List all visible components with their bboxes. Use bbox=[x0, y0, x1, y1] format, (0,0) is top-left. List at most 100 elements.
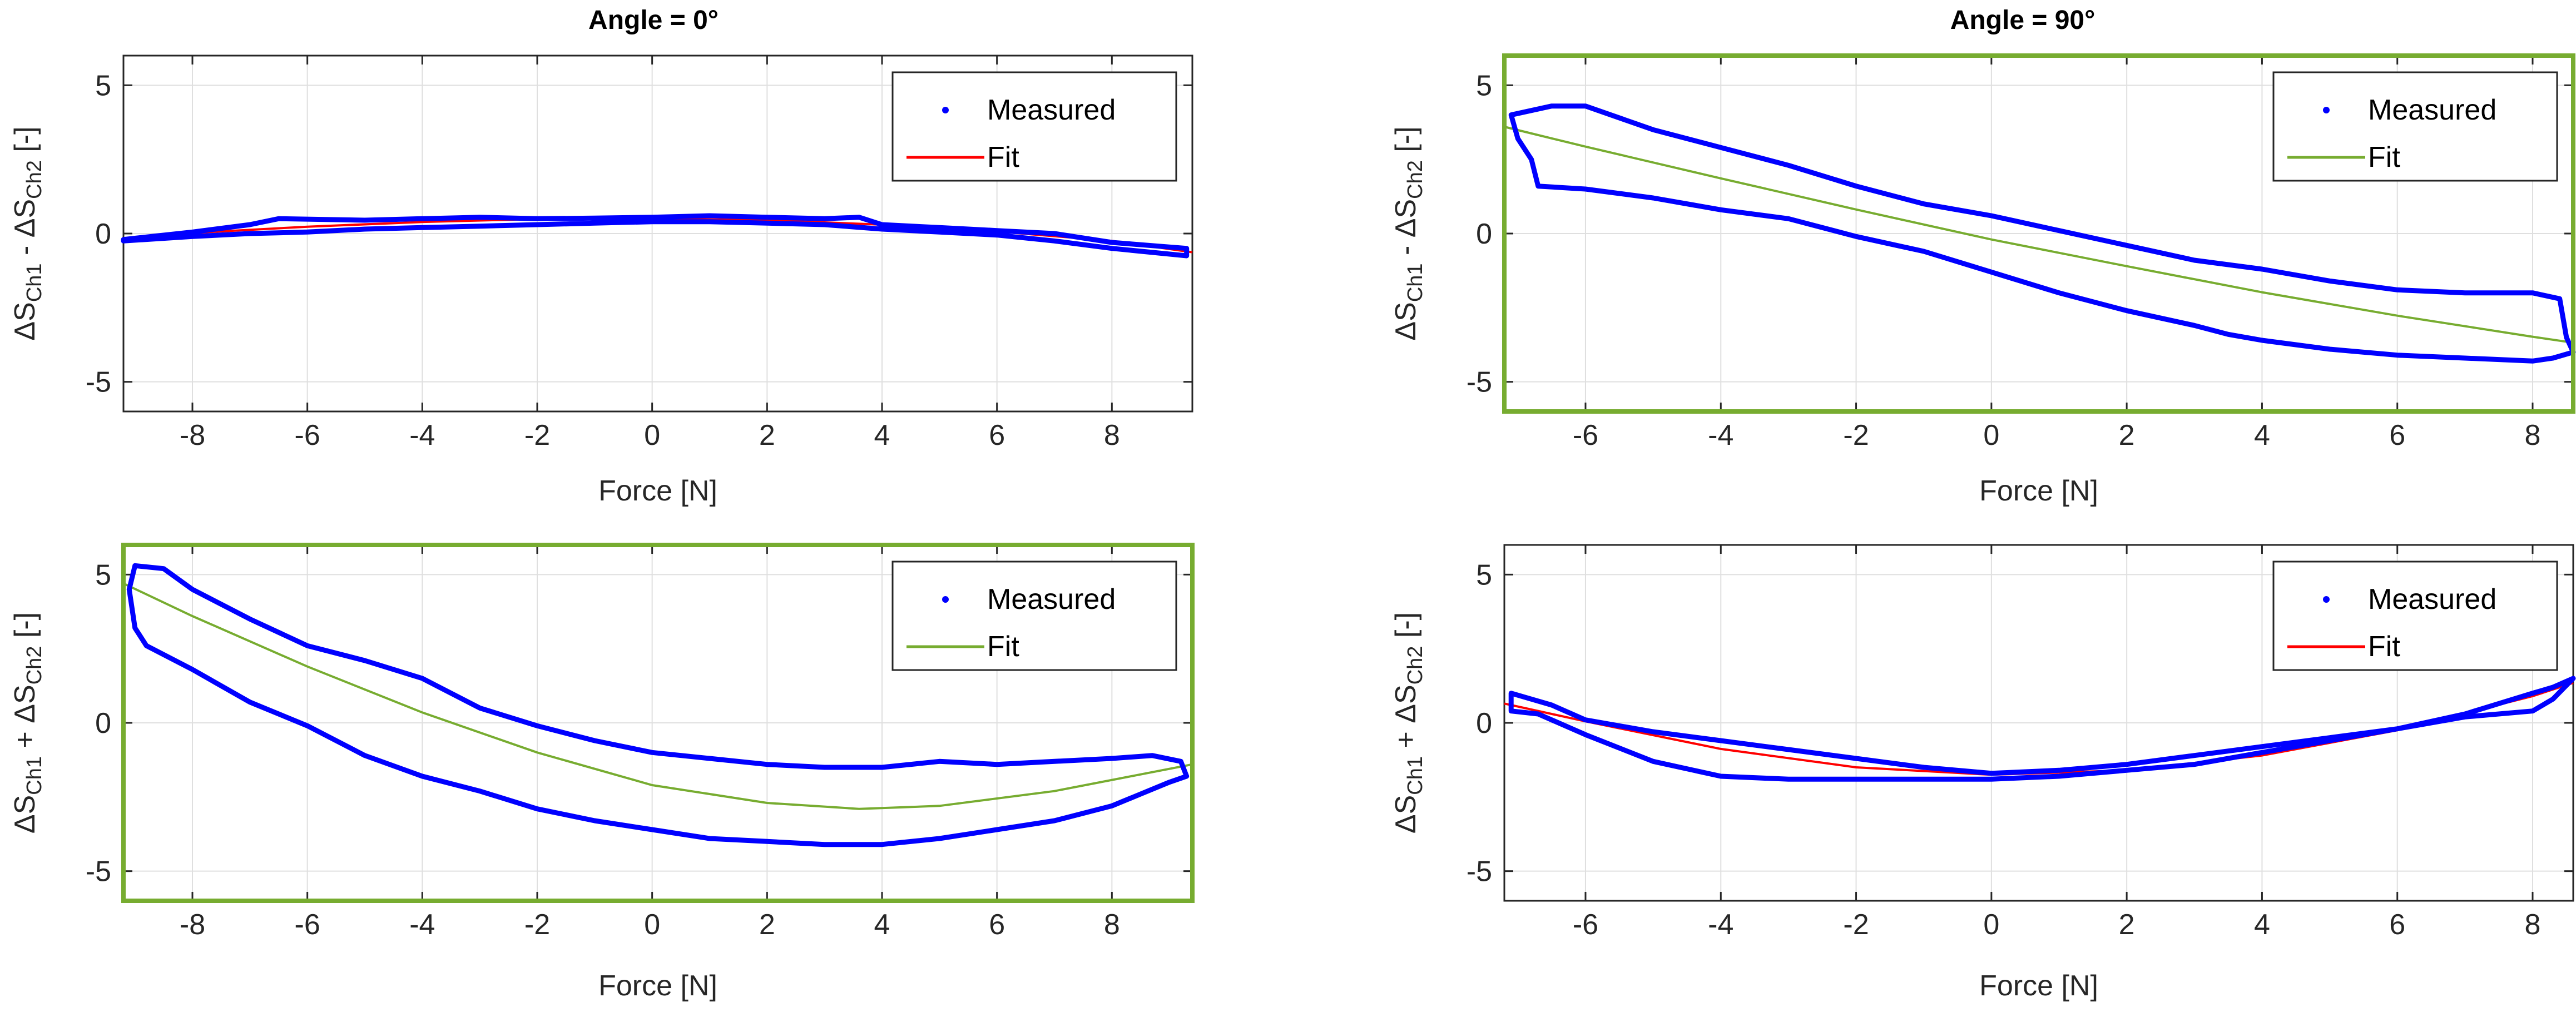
panel-diff-90: Angle = 90° -6 -4 -2 0 2 4 6 8 -5 0 5 Force [N] Δ… bbox=[1390, 6, 2576, 507]
y-label-sub1: Ch1 bbox=[1404, 756, 1427, 795]
y-tick-labels: -5 0 5 bbox=[1467, 559, 1492, 887]
y-label-delta-2: Δ bbox=[1390, 704, 1422, 723]
series-measured bbox=[126, 563, 1190, 847]
x-tick-label: 0 bbox=[644, 909, 660, 941]
legend-marker-measured bbox=[2323, 596, 2330, 603]
x-tick-label: 6 bbox=[2389, 419, 2405, 452]
x-tick-label: -2 bbox=[524, 909, 550, 941]
legend-label-fit: Fit bbox=[2368, 141, 2400, 173]
legend: Measured Fit bbox=[891, 560, 1177, 671]
x-tick-label: -4 bbox=[409, 909, 435, 941]
legend-label-measured: Measured bbox=[2368, 94, 2496, 126]
legend-label-measured: Measured bbox=[987, 583, 1116, 616]
y-tick-labels: -5 0 5 bbox=[1467, 70, 1492, 398]
y-axis-label: ΔSCh1 - ΔSCh2 [-] bbox=[9, 126, 46, 340]
x-tick-label: -4 bbox=[409, 419, 435, 452]
y-label-op: - bbox=[1390, 237, 1422, 263]
y-tick-labels: -5 0 5 bbox=[86, 559, 111, 887]
x-tick-label: 0 bbox=[1983, 419, 1999, 452]
x-tick-label: 8 bbox=[1104, 419, 1120, 452]
x-tick-label: 6 bbox=[989, 419, 1005, 452]
x-tick-label: -6 bbox=[1573, 419, 1598, 452]
measured-layer bbox=[1508, 103, 2576, 364]
legend-marker-measured bbox=[942, 596, 949, 603]
x-tick-label: 6 bbox=[989, 909, 1005, 941]
panel-diff-0: Angle = 0° -8 -6 -4 -2 0 2 4 6 8 -505 Force [N] … bbox=[9, 6, 1193, 507]
y-tick-label: 0 bbox=[95, 218, 111, 250]
series-fit bbox=[1504, 126, 2574, 344]
y-tick-label: 5 bbox=[95, 70, 111, 102]
x-tick-labels: -6 -4 -2 0 2 4 6 8 bbox=[1573, 909, 2541, 941]
y-tick-label: -5 bbox=[1467, 856, 1492, 888]
y-axis-label: ΔSCh1 - ΔSCh2 [-] bbox=[1390, 126, 1427, 340]
x-tick-label: 0 bbox=[644, 419, 660, 452]
x-tick-label: 8 bbox=[1104, 909, 1120, 941]
x-axis-label: Force [N] bbox=[1979, 970, 2098, 1002]
highlight-frame bbox=[1502, 53, 2575, 414]
grid-lines bbox=[1504, 545, 2573, 901]
legend: Measured Fit bbox=[891, 71, 1177, 182]
x-tick-label: 4 bbox=[2254, 419, 2270, 452]
y-label-s: S bbox=[9, 302, 41, 321]
y-label-sub1: Ch1 bbox=[23, 263, 46, 302]
y-tick-label: -5 bbox=[1467, 366, 1492, 399]
series-measured bbox=[1508, 103, 2576, 364]
legend: Measured Fit bbox=[2272, 71, 2558, 182]
legend-label-measured: Measured bbox=[987, 94, 1116, 126]
x-tick-label: 8 bbox=[2525, 419, 2541, 452]
x-axis-label: Force [N] bbox=[1979, 475, 2098, 507]
legend-box bbox=[2272, 560, 2558, 671]
highlight-frame bbox=[121, 543, 1195, 903]
x-tick-labels: -8 -6 -4 -2 0 2 4 6 8 bbox=[180, 419, 1120, 452]
x-tick-label: 2 bbox=[759, 909, 775, 941]
x-tick-label: 2 bbox=[2119, 909, 2135, 941]
y-tick-label: 0 bbox=[1476, 218, 1492, 250]
y-axis-label: ΔSCh1 + ΔSCh2 [-] bbox=[1390, 612, 1427, 834]
y-label-delta: Δ bbox=[9, 814, 41, 834]
y-label-s: S bbox=[9, 795, 41, 815]
y-tick-label: 5 bbox=[95, 559, 111, 591]
y-tick-label: 5 bbox=[1476, 70, 1492, 102]
x-tick-label: 2 bbox=[2119, 419, 2135, 452]
x-tick-label: -2 bbox=[1843, 419, 1869, 452]
y-label-unit: [-] bbox=[9, 126, 41, 160]
x-tick-label: 2 bbox=[759, 419, 775, 452]
y-label-unit: [-] bbox=[1390, 126, 1422, 160]
y-tick-label: 0 bbox=[95, 707, 111, 740]
y-label-sub1: Ch1 bbox=[23, 756, 46, 795]
x-axis-label: Force [N] bbox=[598, 970, 717, 1002]
y-label-op: - bbox=[9, 237, 41, 263]
panel-sum-0: -8 -6 -4 -2 0 2 4 6 8 -505 Force [N] ΔSCh1 + ΔSC… bbox=[9, 543, 1195, 1002]
x-axis-label: Force [N] bbox=[598, 475, 717, 507]
y-label-op: + bbox=[9, 723, 41, 756]
y-axis-label: ΔSCh1 + ΔSCh2 [-] bbox=[9, 612, 46, 834]
legend-box bbox=[891, 71, 1177, 182]
y-tick-label: 0 bbox=[1476, 707, 1492, 740]
x-tick-label: 6 bbox=[2389, 909, 2405, 941]
legend-marker-measured bbox=[2323, 107, 2330, 113]
y-tick-labels: -5 0 5 bbox=[86, 70, 111, 398]
x-tick-labels: -8 -6 -4 -2 0 2 4 6 8 bbox=[180, 909, 1120, 941]
y-label-sub2: Ch2 bbox=[23, 646, 46, 685]
y-label-delta: Δ bbox=[9, 321, 41, 341]
panel-sum-90: -6 -4 -2 0 2 4 6 8 -505 Force [N] ΔSCh1 + ΔSCh2… bbox=[1390, 544, 2576, 1002]
y-label-delta-2: Δ bbox=[1390, 218, 1422, 237]
fit-layer bbox=[1504, 126, 2574, 344]
legend-label-fit: Fit bbox=[2368, 631, 2400, 663]
y-label-sub2: Ch2 bbox=[23, 160, 46, 199]
legend-box bbox=[891, 560, 1177, 671]
y-label-delta-2: Δ bbox=[9, 704, 41, 723]
legend-label-measured: Measured bbox=[2368, 583, 2496, 616]
y-label-sub2: Ch2 bbox=[1404, 646, 1427, 685]
legend: Measured Fit bbox=[2272, 560, 2558, 671]
y-tick-label: -5 bbox=[86, 856, 111, 888]
y-label-sub1: Ch1 bbox=[1404, 263, 1427, 302]
x-tick-label: 4 bbox=[874, 909, 890, 941]
legend-label-fit: Fit bbox=[987, 631, 1019, 663]
y-label-delta: Δ bbox=[1390, 321, 1422, 341]
x-tick-label: 4 bbox=[874, 419, 890, 452]
y-label-s-2: S bbox=[1390, 199, 1422, 219]
x-tick-label: -6 bbox=[1573, 909, 1598, 941]
x-tick-label: -2 bbox=[524, 419, 550, 452]
